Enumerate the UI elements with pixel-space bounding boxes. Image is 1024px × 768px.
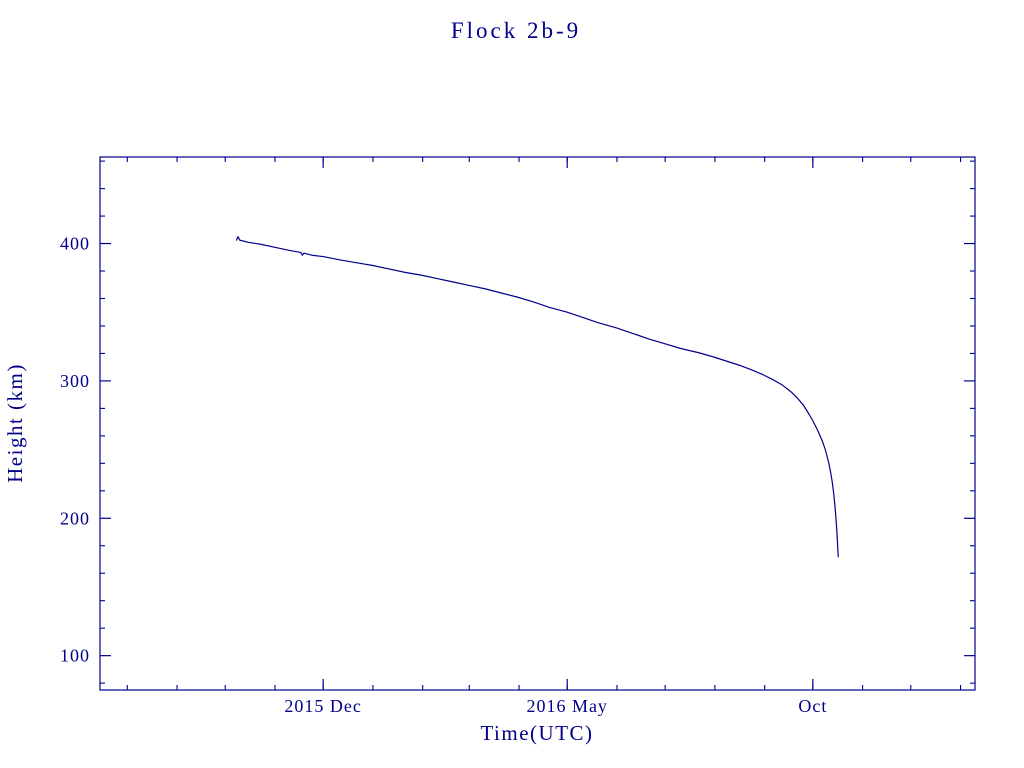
- height-decay-line: [235, 236, 839, 558]
- x-axis-label: Time(UTC): [480, 721, 593, 745]
- y-tick-label: 100: [60, 646, 90, 666]
- x-tick-label: 2015 Dec: [284, 696, 361, 716]
- y-tick-label: 400: [60, 234, 90, 254]
- y-axis-label: Height (km): [3, 363, 27, 483]
- axes-box: [99, 156, 976, 691]
- x-tick-label: 2016 May: [526, 696, 608, 716]
- x-tick-label: Oct: [798, 696, 827, 716]
- y-tick-label: 300: [60, 371, 90, 391]
- chart-title: Flock 2b-9: [451, 18, 581, 43]
- y-tick-label: 200: [60, 508, 90, 528]
- plot-generated-group: 2015 Dec 2016 May Oct 100 200 300 400: [60, 156, 976, 716]
